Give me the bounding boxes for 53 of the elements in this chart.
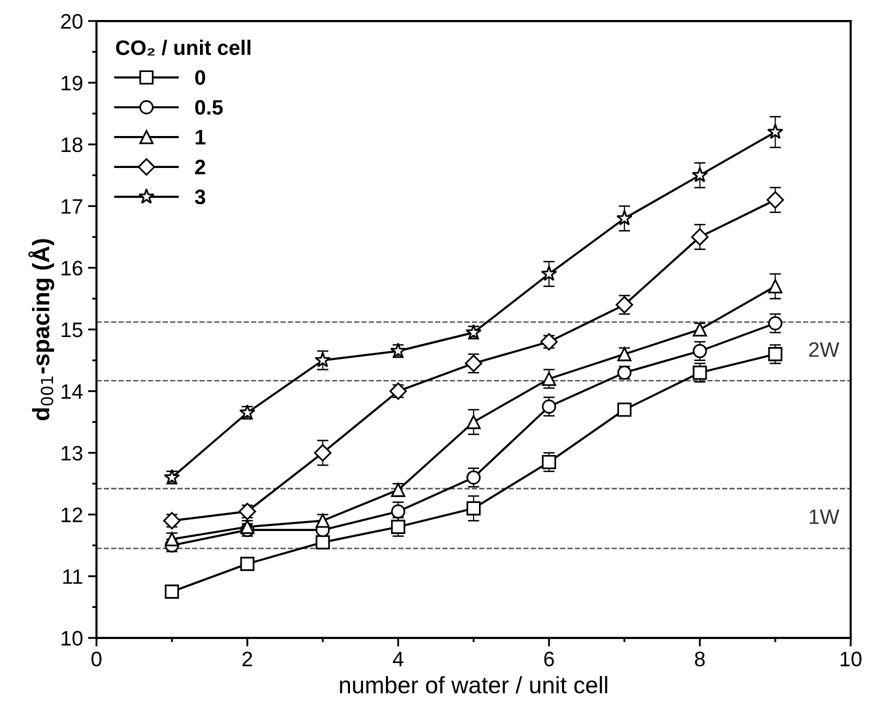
annotation: 1W (810, 510, 840, 524)
point (692, 322, 707, 337)
point (316, 514, 330, 528)
point (768, 279, 782, 294)
point (617, 347, 632, 362)
point (314, 352, 331, 368)
y-tick-label: 10 (62, 630, 82, 646)
point (766, 191, 784, 209)
point (466, 501, 481, 516)
legend-label: 1 (196, 130, 206, 144)
point (692, 166, 708, 182)
point (616, 210, 633, 226)
x-tick-label: 8 (694, 652, 705, 666)
annotation: 2W (809, 342, 840, 357)
legend-title: CO₂ / unit cell (116, 40, 250, 56)
x-axis-title: number of water / unit cell (340, 676, 608, 694)
point (391, 482, 406, 497)
legend-label: 3 (194, 190, 206, 204)
point (692, 366, 707, 380)
point (542, 399, 556, 414)
x-tick-label: 4 (392, 652, 404, 666)
x-tick-label: 6 (544, 652, 554, 666)
y-tick-label: 11 (63, 569, 82, 584)
y-tick-label: 19 (62, 76, 82, 90)
point (540, 265, 558, 281)
point (542, 455, 556, 470)
y-tick-label: 17 (62, 199, 82, 214)
x-tick-label: 0 (91, 652, 102, 666)
point (391, 520, 406, 534)
point (767, 124, 784, 140)
point (768, 347, 782, 362)
legend-label: 2 (195, 160, 206, 174)
x-tick-label: 2 (242, 652, 252, 666)
point (768, 316, 782, 330)
point (240, 556, 254, 571)
y-axis-title: d$_{001}$-spacing (Å) (28, 239, 54, 420)
y-tick-label: 16 (62, 260, 82, 276)
point (466, 470, 481, 485)
y-tick-label: 18 (62, 137, 82, 152)
legend-label: 0.5 (195, 100, 223, 115)
point (466, 414, 481, 430)
point (314, 444, 332, 462)
point (542, 372, 556, 386)
legend-label: 0 (195, 70, 206, 85)
point (464, 354, 482, 372)
point (691, 228, 709, 246)
x-tick-label: 10 (840, 652, 862, 666)
y-tick-label: 13 (62, 446, 82, 461)
y-tick-label: 12 (62, 508, 82, 522)
point (164, 584, 179, 599)
y-tick-label: 14 (62, 384, 83, 399)
y-tick-label: 15 (62, 322, 82, 338)
y-tick-label: 20 (61, 14, 82, 29)
